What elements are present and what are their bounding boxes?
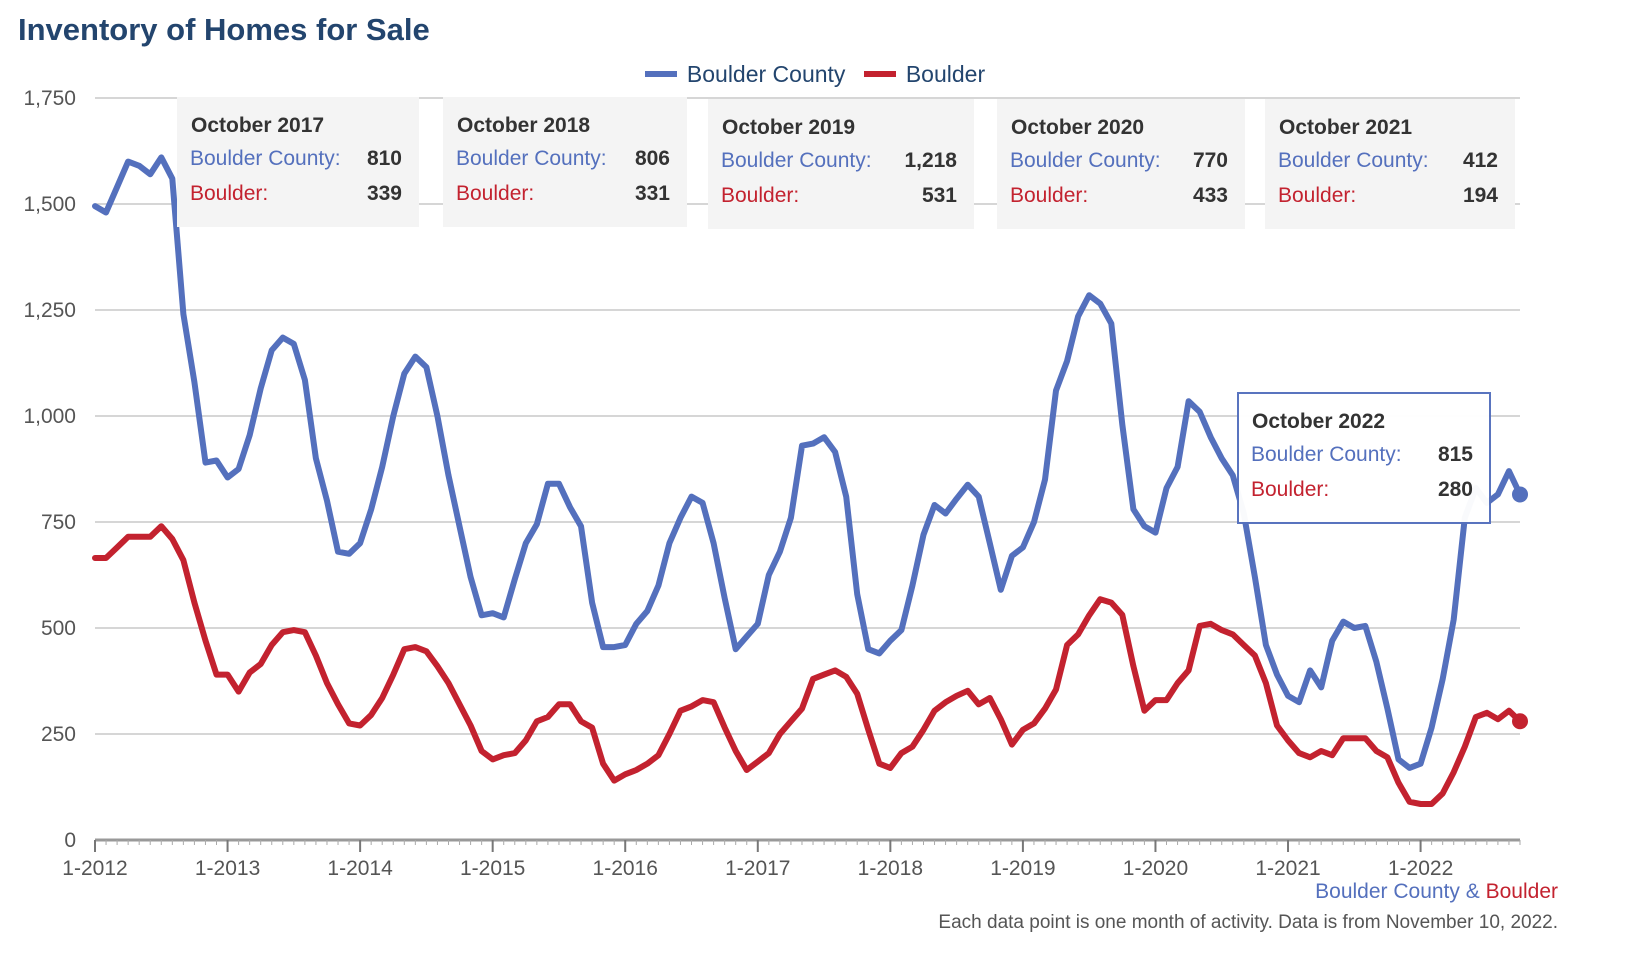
- tooltip-title: October 2021: [1279, 116, 1412, 139]
- tooltip-county-label: Boulder County:: [456, 147, 607, 170]
- axis-layer: 0 250 500 750 1,000 1,250 1,500 1,750 1-2012 1-20…: [23, 87, 1521, 880]
- legend: Boulder County Boulder: [0, 56, 1630, 88]
- tooltip-county-value: 412: [1463, 149, 1498, 172]
- tooltip-city-label: Boulder:: [1010, 184, 1088, 207]
- data-note: Each data point is one month of activity…: [938, 912, 1558, 933]
- x-tick-label: 1-2015: [460, 857, 525, 880]
- legend-item-county[interactable]: Boulder County: [644, 60, 846, 88]
- series-line-city: [92, 523, 1523, 807]
- source-city: Boulder: [1485, 880, 1558, 903]
- tooltip-county-value: 770: [1193, 149, 1228, 172]
- y-tick-label: 750: [41, 511, 76, 534]
- tooltip-box: October 2022 Boulder County: 815 Boulder: 28…: [1237, 392, 1491, 524]
- legend-swatch-county: [644, 71, 677, 77]
- tooltip-city-label: Boulder:: [456, 182, 534, 205]
- series-layer: [92, 154, 1528, 807]
- tooltip-title: October 2017: [191, 114, 324, 137]
- x-tick-label: 1-2012: [62, 857, 127, 880]
- tooltip-background: [1237, 392, 1491, 524]
- tooltip-box: October 2017 Boulder County: 810 Boulder: 33…: [177, 97, 419, 227]
- tooltip-county-value: 806: [635, 147, 670, 170]
- tooltip-city-value: 339: [367, 182, 402, 205]
- x-tick-label: 1-2019: [990, 857, 1055, 880]
- tooltip-city-label: Boulder:: [1278, 184, 1356, 207]
- x-tick-label: 1-2020: [1123, 857, 1188, 880]
- x-tick-label: 1-2017: [725, 857, 790, 880]
- source-line: Boulder County & Boulder: [1315, 880, 1558, 904]
- tooltip-title: October 2020: [1011, 116, 1144, 139]
- y-tick-label: 1,500: [23, 193, 76, 216]
- tooltip-box: October 2021 Boulder County: 412 Boulder: 19…: [1265, 99, 1515, 229]
- tooltip-city-value: 531: [922, 184, 957, 207]
- tooltip-county-value: 1,218: [904, 149, 957, 172]
- tooltip-county-label: Boulder County:: [721, 149, 872, 172]
- y-tick-label: 500: [41, 617, 76, 640]
- legend-item-city[interactable]: Boulder: [863, 60, 986, 88]
- tooltip-city-value: 331: [635, 182, 670, 205]
- tooltip-county-value: 810: [367, 147, 402, 170]
- series-line-county: [92, 154, 1523, 771]
- tooltip-background: [443, 97, 687, 227]
- y-tick-label: 250: [41, 723, 76, 746]
- tooltip-title: October 2022: [1252, 410, 1385, 433]
- chart-title: Inventory of Homes for Sale: [18, 12, 430, 47]
- tooltip-city-value: 194: [1463, 184, 1498, 207]
- y-tick-label: 1,750: [23, 87, 76, 110]
- legend-label-county: Boulder County: [686, 60, 846, 87]
- tooltip-county-label: Boulder County:: [1251, 443, 1402, 466]
- tooltip-box: October 2020 Boulder County: 770 Boulder: 43…: [997, 99, 1245, 229]
- tooltip-box: October 2018 Boulder County: 806 Boulder: 33…: [443, 97, 687, 227]
- x-tick-label: 1-2016: [593, 857, 658, 880]
- legend-swatch-city: [863, 71, 896, 77]
- tooltip-city-value: 433: [1193, 184, 1228, 207]
- tooltip-county-value: 815: [1438, 443, 1473, 466]
- y-tick-label: 0: [64, 829, 76, 852]
- tooltip-city-label: Boulder:: [1251, 478, 1329, 501]
- x-tick-label: 1-2014: [327, 857, 393, 880]
- endpoint-marker-county[interactable]: [1512, 486, 1528, 503]
- tooltip-background: [177, 97, 419, 227]
- tooltip-background: [708, 99, 974, 229]
- tooltip-county-label: Boulder County:: [190, 147, 341, 170]
- tooltip-county-label: Boulder County:: [1010, 149, 1161, 172]
- legend-label-city: Boulder: [905, 60, 986, 87]
- y-tick-label: 1,250: [23, 299, 76, 322]
- source-amp: &: [1465, 880, 1480, 903]
- tooltip-city-label: Boulder:: [721, 184, 799, 207]
- tooltip-background: [1265, 99, 1515, 229]
- tooltip-county-label: Boulder County:: [1278, 149, 1429, 172]
- tooltip-city-label: Boulder:: [190, 182, 268, 205]
- x-tick-label: 1-2018: [858, 857, 923, 880]
- x-tick-label: 1-2013: [195, 857, 260, 880]
- x-tick-label: 1-2021: [1255, 857, 1320, 880]
- y-tick-label: 1,000: [23, 405, 76, 428]
- tooltip-box: October 2019 Boulder County: 1,218 Boulder:…: [708, 99, 974, 229]
- tooltip-city-value: 280: [1438, 478, 1473, 501]
- tooltip-title: October 2019: [722, 116, 855, 139]
- endpoint-marker-city[interactable]: [1512, 713, 1528, 730]
- source-county: Boulder County: [1315, 880, 1460, 903]
- tooltip-title: October 2018: [457, 114, 590, 137]
- x-tick-label: 1-2022: [1388, 857, 1453, 880]
- tooltip-layer: October 2017 Boulder County: 810 Boulder: 33…: [177, 97, 1515, 524]
- tooltip-background: [997, 99, 1245, 229]
